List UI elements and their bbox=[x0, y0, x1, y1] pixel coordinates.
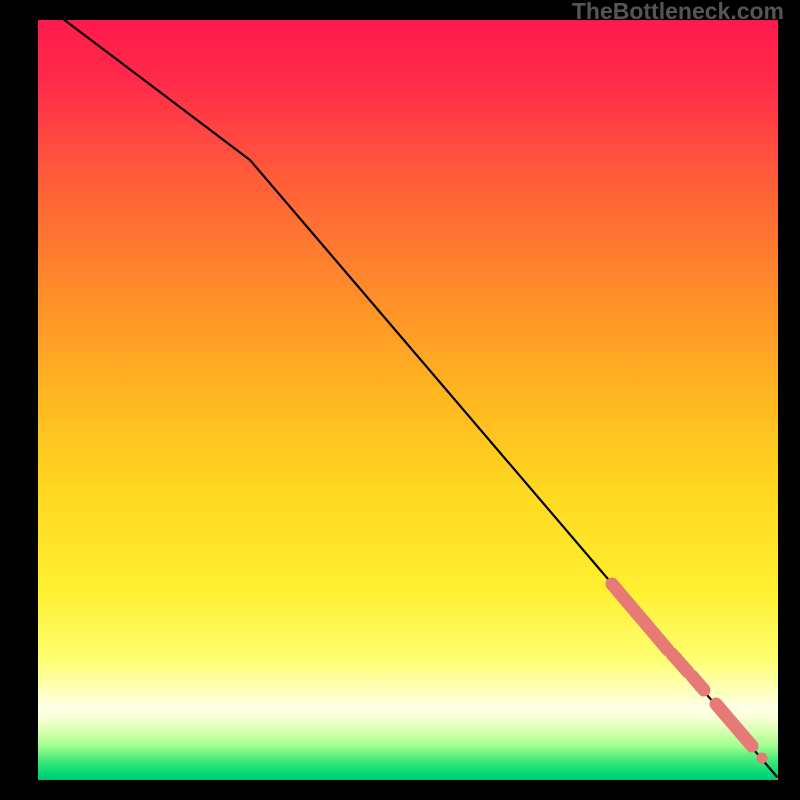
data-point-marker bbox=[757, 753, 768, 764]
plot-area bbox=[38, 20, 778, 780]
data-cluster-marker bbox=[716, 704, 752, 746]
trend-line bbox=[38, 20, 778, 778]
data-cluster-marker bbox=[612, 584, 668, 650]
watermark-label: TheBottleneck.com bbox=[572, 0, 784, 25]
figure-canvas: TheBottleneck.com bbox=[0, 0, 800, 800]
chart-overlay-svg bbox=[38, 20, 778, 780]
data-cluster-marker bbox=[672, 654, 688, 672]
data-cluster-marker bbox=[692, 676, 704, 690]
